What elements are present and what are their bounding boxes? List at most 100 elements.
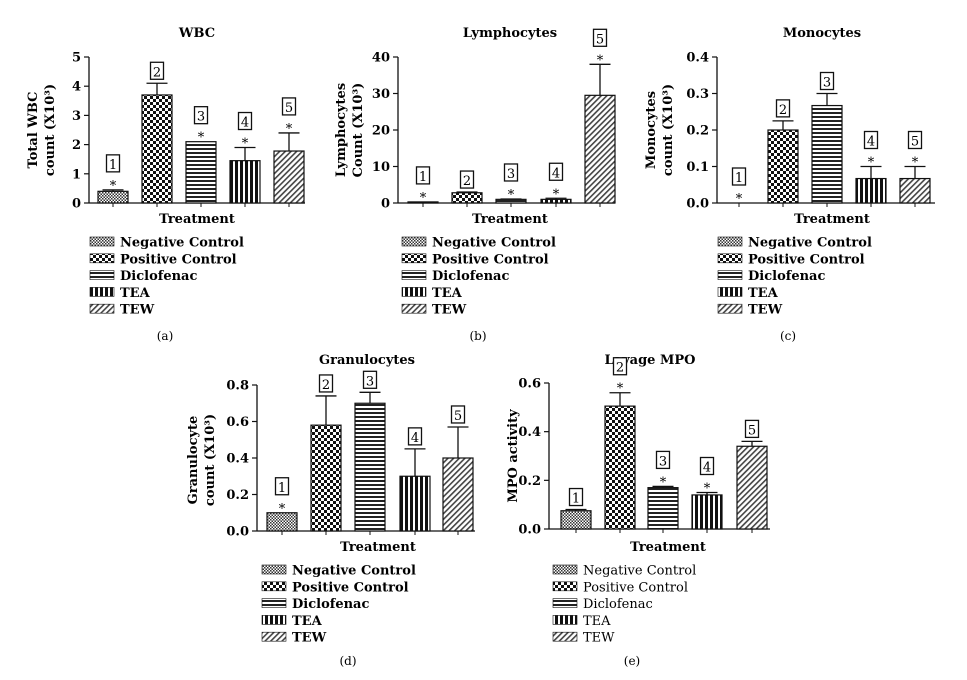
bar-number: 3 bbox=[507, 167, 515, 182]
significance-star: * bbox=[868, 156, 875, 171]
legend-swatch bbox=[552, 564, 578, 575]
bar-number-box bbox=[149, 61, 165, 80]
legend-swatch bbox=[401, 270, 427, 280]
legend-label: Negative Control bbox=[432, 236, 556, 251]
bar bbox=[185, 141, 217, 204]
significance-star: * bbox=[242, 137, 249, 152]
bar bbox=[407, 201, 439, 204]
legend-label: TEA bbox=[120, 286, 151, 301]
y-tick-label: 10 bbox=[372, 160, 390, 175]
bar-number: 5 bbox=[596, 32, 604, 47]
legend-label: Diclofenac bbox=[432, 269, 509, 284]
bar bbox=[899, 177, 931, 204]
y-tick-label: 0.0 bbox=[518, 523, 541, 538]
bar-number-box bbox=[819, 71, 835, 91]
bar-number: 5 bbox=[454, 409, 462, 424]
y-tick-label: 0.4 bbox=[518, 425, 541, 440]
legend-swatch bbox=[552, 581, 578, 592]
bar-number-box bbox=[699, 456, 715, 476]
bar-number-box bbox=[281, 97, 297, 116]
y-tick-label: 0 bbox=[72, 197, 81, 212]
bar-number-box bbox=[548, 162, 564, 181]
significance-star: * bbox=[736, 192, 743, 207]
legend-swatch bbox=[401, 236, 427, 247]
bar-number-box bbox=[775, 99, 791, 118]
legend-swatch bbox=[89, 287, 115, 297]
legend-label: TEW bbox=[120, 303, 155, 318]
bar-number: 4 bbox=[241, 116, 249, 131]
bar bbox=[855, 177, 887, 204]
y-axis-label: Granulocyte bbox=[186, 416, 201, 505]
bar bbox=[560, 510, 592, 530]
y-tick-label: 0.0 bbox=[686, 197, 709, 212]
y-tick-label: 0.1 bbox=[686, 160, 709, 175]
bar bbox=[442, 457, 474, 532]
bar-number: 4 bbox=[867, 135, 875, 150]
bar-number-box bbox=[407, 427, 423, 446]
bar-number: 4 bbox=[552, 166, 560, 181]
panel-caption: (b) bbox=[469, 329, 486, 343]
bar-number-box bbox=[731, 167, 747, 186]
y-tick-label: 40 bbox=[372, 51, 390, 66]
significance-star: * bbox=[198, 131, 205, 146]
bar bbox=[584, 94, 616, 204]
legend-swatch bbox=[717, 236, 743, 247]
legend-swatch bbox=[261, 598, 287, 608]
legend-swatch bbox=[261, 631, 287, 642]
bar bbox=[310, 424, 342, 532]
y-tick-label: 0.3 bbox=[686, 87, 709, 102]
bar-number-box bbox=[592, 28, 608, 47]
bar bbox=[229, 160, 261, 204]
y-axis-label: count (X10³) bbox=[661, 84, 676, 176]
y-tick-label: 20 bbox=[372, 124, 390, 139]
legend-label: Diclofenac bbox=[120, 269, 197, 284]
bar-number: 1 bbox=[735, 171, 743, 186]
significance-star: * bbox=[597, 53, 604, 68]
bar-number: 3 bbox=[659, 454, 667, 469]
bar-number-box bbox=[193, 106, 209, 125]
legend-swatch bbox=[89, 253, 115, 264]
y-axis-label: count (X10³) bbox=[203, 414, 218, 506]
x-axis-label: Treatment bbox=[794, 212, 870, 227]
legend-swatch bbox=[552, 615, 578, 625]
y-tick-label: 0 bbox=[381, 197, 390, 212]
legend-label: Diclofenac bbox=[292, 597, 369, 612]
legend-label: Negative Control bbox=[292, 564, 416, 579]
bar bbox=[266, 512, 298, 532]
legend-swatch bbox=[552, 598, 578, 608]
legend-swatch bbox=[552, 631, 578, 642]
legend-label: TEA bbox=[583, 614, 611, 629]
chart-title: Lymphocytes bbox=[463, 26, 557, 41]
legend-swatch bbox=[401, 253, 427, 264]
y-axis-label: MPO activity bbox=[506, 409, 521, 503]
bar-number-box bbox=[362, 370, 378, 389]
bar-number: 2 bbox=[463, 174, 471, 189]
legend-label: Positive Control bbox=[748, 252, 865, 267]
bar-number-box bbox=[274, 477, 290, 496]
legend-swatch bbox=[717, 303, 743, 314]
bar-number: 2 bbox=[322, 378, 330, 393]
bar-number: 5 bbox=[748, 423, 756, 438]
bar-number: 3 bbox=[823, 76, 831, 91]
significance-star: * bbox=[508, 188, 515, 203]
y-tick-label: 2 bbox=[72, 138, 81, 153]
legend-label: TEW bbox=[432, 303, 467, 318]
y-tick-label: 4 bbox=[72, 80, 81, 95]
legend-swatch bbox=[89, 270, 115, 280]
bar bbox=[451, 192, 483, 204]
y-tick-label: 0.2 bbox=[686, 124, 709, 139]
chart-panel: Lavage MPO MPO activity 0.0 0.2 0.4 0.6 Treatm… bbox=[506, 353, 770, 668]
bar-number-box bbox=[459, 170, 475, 189]
bar-number-box bbox=[612, 357, 628, 376]
bar-number: 5 bbox=[285, 101, 293, 116]
significance-star: * bbox=[704, 482, 711, 497]
bar bbox=[736, 445, 768, 530]
bar bbox=[647, 487, 679, 530]
chart-panel: Granulocytes Granulocyte count (X10³) 0.0 0.… bbox=[186, 353, 475, 668]
chart-title: WBC bbox=[178, 26, 215, 41]
significance-star: * bbox=[660, 475, 667, 490]
y-tick-label: 0.2 bbox=[226, 488, 249, 503]
bar-number: 5 bbox=[911, 135, 919, 150]
legend-label: TEW bbox=[583, 631, 615, 646]
